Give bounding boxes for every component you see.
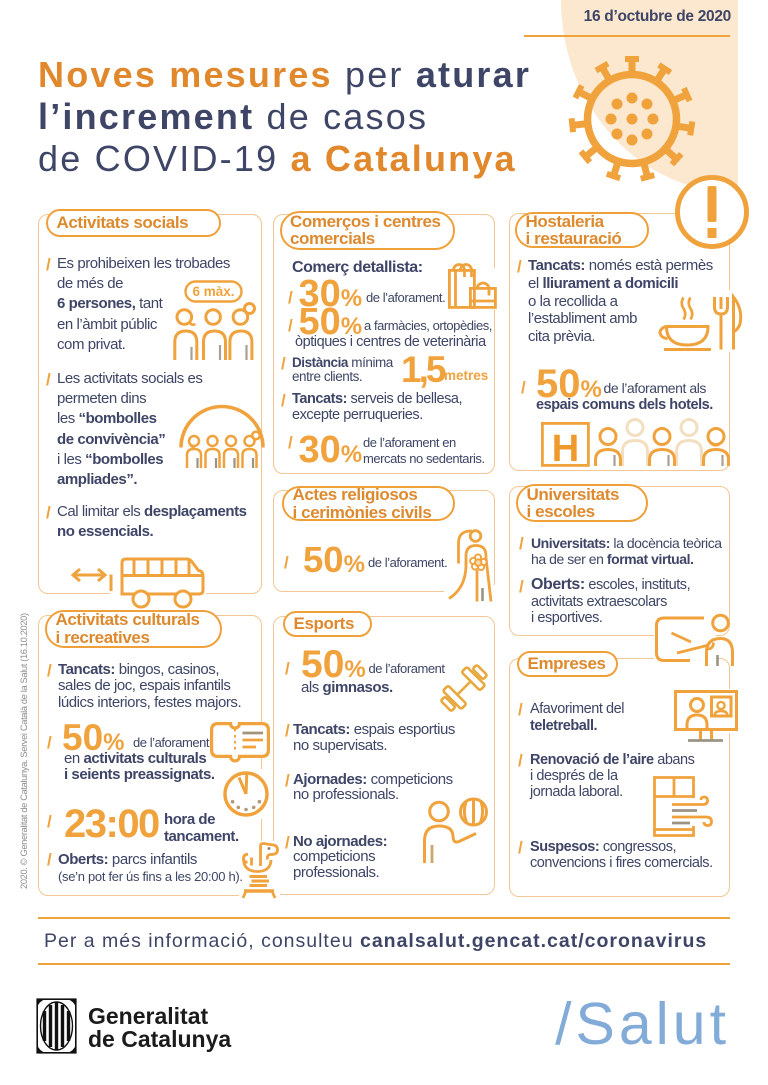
svg-text:6 màx.: 6 màx. — [192, 284, 234, 299]
svg-text:H: H — [552, 428, 579, 470]
